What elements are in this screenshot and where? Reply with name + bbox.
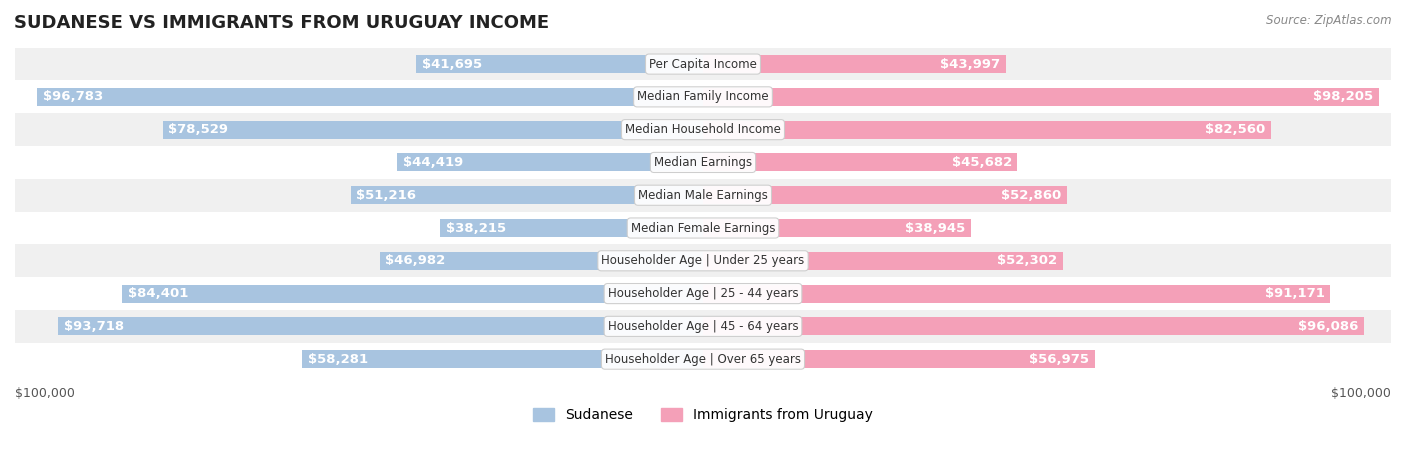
Text: $38,945: $38,945	[905, 221, 966, 234]
Bar	[15, 146, 1391, 179]
Bar	[398, 154, 703, 171]
Text: SUDANESE VS IMMIGRANTS FROM URUGUAY INCOME: SUDANESE VS IMMIGRANTS FROM URUGUAY INCO…	[14, 14, 550, 32]
Bar	[15, 277, 1391, 310]
Text: $51,216: $51,216	[356, 189, 416, 202]
Bar	[37, 88, 703, 106]
Text: Source: ZipAtlas.com: Source: ZipAtlas.com	[1267, 14, 1392, 27]
Bar	[15, 310, 1391, 343]
Bar	[163, 120, 703, 139]
Legend: Sudanese, Immigrants from Uruguay: Sudanese, Immigrants from Uruguay	[527, 403, 879, 428]
Text: $96,086: $96,086	[1298, 320, 1358, 333]
Bar	[703, 120, 1271, 139]
Bar	[15, 244, 1391, 277]
Text: Median Family Income: Median Family Income	[637, 91, 769, 103]
Bar	[703, 55, 1005, 73]
Bar	[703, 154, 1018, 171]
Text: Householder Age | Over 65 years: Householder Age | Over 65 years	[605, 353, 801, 366]
Text: $100,000: $100,000	[1331, 387, 1391, 400]
Text: $98,205: $98,205	[1313, 91, 1374, 103]
Bar	[703, 318, 1364, 335]
Bar	[703, 186, 1067, 204]
Bar	[703, 350, 1095, 368]
Text: Householder Age | 25 - 44 years: Householder Age | 25 - 44 years	[607, 287, 799, 300]
Text: $96,783: $96,783	[42, 91, 103, 103]
Text: $52,302: $52,302	[997, 255, 1057, 267]
Bar	[58, 318, 703, 335]
Text: $44,419: $44,419	[404, 156, 463, 169]
Text: $45,682: $45,682	[952, 156, 1012, 169]
Bar	[440, 219, 703, 237]
Text: $38,215: $38,215	[446, 221, 506, 234]
Bar	[302, 350, 703, 368]
Text: $56,975: $56,975	[1029, 353, 1090, 366]
Text: $93,718: $93,718	[63, 320, 124, 333]
Text: $41,695: $41,695	[422, 57, 482, 71]
Text: $52,860: $52,860	[1001, 189, 1062, 202]
Text: $82,560: $82,560	[1205, 123, 1265, 136]
Text: $78,529: $78,529	[169, 123, 228, 136]
Text: $84,401: $84,401	[128, 287, 188, 300]
Text: Householder Age | 45 - 64 years: Householder Age | 45 - 64 years	[607, 320, 799, 333]
Text: $46,982: $46,982	[385, 255, 446, 267]
Text: Householder Age | Under 25 years: Householder Age | Under 25 years	[602, 255, 804, 267]
Text: Median Earnings: Median Earnings	[654, 156, 752, 169]
Bar	[15, 113, 1391, 146]
Bar	[703, 284, 1330, 303]
Bar	[703, 219, 972, 237]
Bar	[15, 48, 1391, 80]
Text: $58,281: $58,281	[308, 353, 367, 366]
Bar	[15, 212, 1391, 244]
Bar	[15, 80, 1391, 113]
Bar	[416, 55, 703, 73]
Text: Median Household Income: Median Household Income	[626, 123, 780, 136]
Text: $100,000: $100,000	[15, 387, 75, 400]
Text: Median Male Earnings: Median Male Earnings	[638, 189, 768, 202]
Text: $91,171: $91,171	[1265, 287, 1324, 300]
Bar	[380, 252, 703, 270]
Bar	[350, 186, 703, 204]
Bar	[15, 179, 1391, 212]
Text: Per Capita Income: Per Capita Income	[650, 57, 756, 71]
Bar	[703, 252, 1063, 270]
Bar	[122, 284, 703, 303]
Text: Median Female Earnings: Median Female Earnings	[631, 221, 775, 234]
Text: $43,997: $43,997	[941, 57, 1000, 71]
Bar	[15, 343, 1391, 375]
Bar	[703, 88, 1379, 106]
